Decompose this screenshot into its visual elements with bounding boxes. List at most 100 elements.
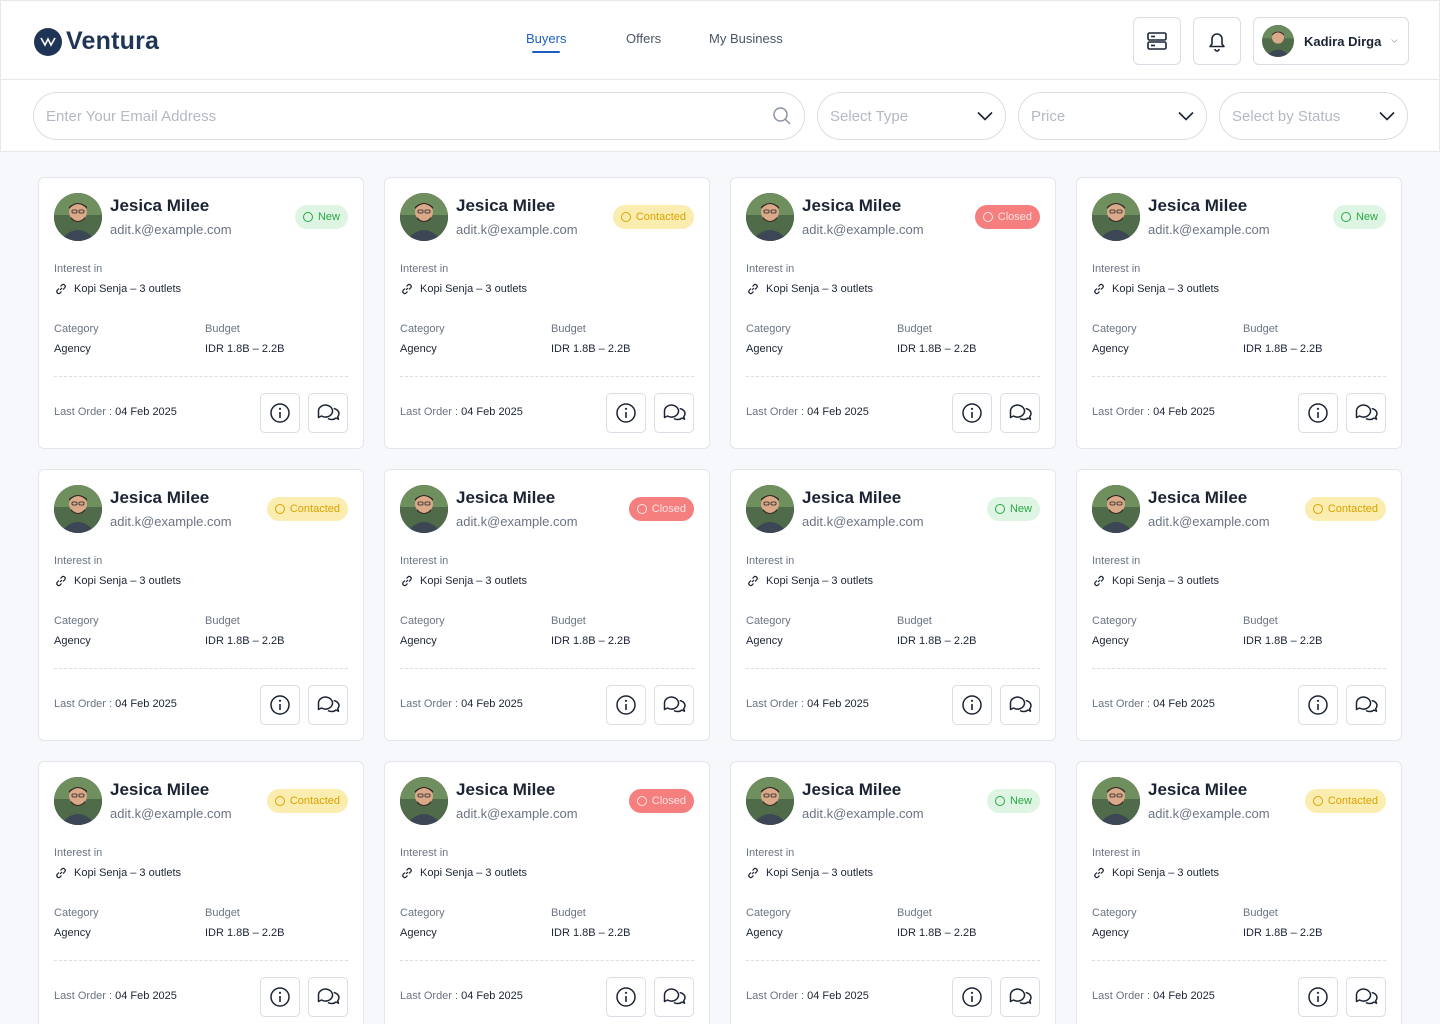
budget-value: IDR 1.8B – 2.2B bbox=[897, 927, 977, 939]
buyer-card[interactable]: Jesica Milee adit.k@example.com Closed I… bbox=[730, 177, 1056, 449]
interest-label: Interest in bbox=[54, 555, 103, 567]
interest-value[interactable]: Kopi Senja – 3 outlets bbox=[1112, 575, 1220, 587]
info-button[interactable] bbox=[952, 393, 992, 433]
interest-value[interactable]: Kopi Senja – 3 outlets bbox=[74, 575, 182, 587]
user-menu[interactable]: Kadira Dirga bbox=[1253, 17, 1409, 65]
interest-label: Interest in bbox=[54, 847, 103, 859]
chat-button[interactable] bbox=[1000, 685, 1040, 725]
link-icon bbox=[56, 575, 66, 587]
email-search-input[interactable] bbox=[46, 107, 772, 125]
info-button[interactable] bbox=[606, 977, 646, 1017]
chat-button[interactable] bbox=[1000, 393, 1040, 433]
interest-value[interactable]: Kopi Senja – 3 outlets bbox=[1112, 867, 1220, 879]
buyer-card[interactable]: Jesica Milee adit.k@example.com Contacte… bbox=[38, 761, 364, 1024]
last-order-label: Last Order : bbox=[1092, 990, 1151, 1002]
buyer-card[interactable]: Jesica Milee adit.k@example.com New Inte… bbox=[730, 761, 1056, 1024]
buyer-card[interactable]: Jesica Milee adit.k@example.com Closed I… bbox=[384, 469, 710, 741]
chat-button[interactable] bbox=[1346, 393, 1386, 433]
buyer-card[interactable]: Jesica Milee adit.k@example.com Contacte… bbox=[1076, 761, 1402, 1024]
last-order-label: Last Order : bbox=[400, 990, 459, 1002]
nav-buyers[interactable]: Buyers bbox=[526, 31, 566, 53]
search-icon[interactable] bbox=[772, 106, 792, 126]
interest-value[interactable]: Kopi Senja – 3 outlets bbox=[420, 867, 528, 879]
card-divider bbox=[746, 668, 1040, 669]
chat-icon bbox=[1355, 404, 1378, 421]
category-label: Category bbox=[1092, 907, 1137, 919]
buyer-card[interactable]: Jesica Milee adit.k@example.com New Inte… bbox=[1076, 177, 1402, 449]
price-select-label: Price bbox=[1031, 107, 1066, 125]
chat-button[interactable] bbox=[1346, 977, 1386, 1017]
chat-button[interactable] bbox=[654, 685, 694, 725]
buyer-name: Jesica Milee bbox=[1148, 780, 1248, 799]
chat-button[interactable] bbox=[1346, 685, 1386, 725]
info-button[interactable] bbox=[1298, 393, 1338, 433]
budget-value: IDR 1.8B – 2.2B bbox=[551, 635, 631, 647]
interest-label: Interest in bbox=[746, 555, 795, 567]
info-button[interactable] bbox=[606, 393, 646, 433]
interest-value[interactable]: Kopi Senja – 3 outlets bbox=[74, 867, 182, 879]
buyer-card[interactable]: Jesica Milee adit.k@example.com Contacte… bbox=[38, 469, 364, 741]
info-button[interactable] bbox=[952, 685, 992, 725]
buyer-card[interactable]: Jesica Milee adit.k@example.com Contacte… bbox=[384, 177, 710, 449]
budget-value: IDR 1.8B – 2.2B bbox=[205, 343, 285, 355]
interest-value[interactable]: Kopi Senja – 3 outlets bbox=[420, 283, 528, 295]
chat-button[interactable] bbox=[654, 393, 694, 433]
category-label: Category bbox=[54, 615, 99, 627]
status-label: New bbox=[1009, 503, 1032, 515]
interest-value[interactable]: Kopi Senja – 3 outlets bbox=[74, 283, 182, 295]
info-button[interactable] bbox=[260, 393, 300, 433]
buyer-avatar bbox=[400, 485, 448, 533]
buyer-card[interactable]: Jesica Milee adit.k@example.com Closed I… bbox=[384, 761, 710, 1024]
interest-value[interactable]: Kopi Senja – 3 outlets bbox=[766, 867, 874, 879]
price-select[interactable]: Price bbox=[1018, 92, 1207, 140]
status-select[interactable]: Select by Status bbox=[1219, 92, 1408, 140]
status-label: Contacted bbox=[1327, 503, 1378, 515]
interest-value[interactable]: Kopi Senja – 3 outlets bbox=[1112, 283, 1220, 295]
buyer-card[interactable]: Jesica Milee adit.k@example.com New Inte… bbox=[730, 469, 1056, 741]
budget-value: IDR 1.8B – 2.2B bbox=[205, 927, 285, 939]
info-button[interactable] bbox=[952, 977, 992, 1017]
last-order-date: 04 Feb 2025 bbox=[807, 698, 869, 710]
chat-button[interactable] bbox=[654, 977, 694, 1017]
type-select[interactable]: Select Type bbox=[817, 92, 1006, 140]
interest-value[interactable]: Kopi Senja – 3 outlets bbox=[766, 283, 874, 295]
category-label: Category bbox=[1092, 615, 1137, 627]
last-order-label: Last Order : bbox=[746, 698, 805, 710]
buyer-card[interactable]: Jesica Milee adit.k@example.com Contacte… bbox=[1076, 469, 1402, 741]
link-icon bbox=[402, 867, 412, 879]
server-button[interactable] bbox=[1133, 17, 1181, 65]
chat-button[interactable] bbox=[308, 977, 348, 1017]
info-button[interactable] bbox=[1298, 685, 1338, 725]
last-order: Last Order : 04 Feb 2025 bbox=[746, 990, 869, 1002]
category-value: Agency bbox=[54, 343, 91, 355]
notifications-button[interactable] bbox=[1193, 17, 1241, 65]
info-button[interactable] bbox=[260, 977, 300, 1017]
buyer-card[interactable]: Jesica Milee adit.k@example.com New Inte… bbox=[38, 177, 364, 449]
chevron-down-icon bbox=[977, 111, 993, 121]
info-button[interactable] bbox=[260, 685, 300, 725]
info-button[interactable] bbox=[606, 685, 646, 725]
card-divider bbox=[400, 960, 694, 961]
info-button[interactable] bbox=[1298, 977, 1338, 1017]
nav-my-business[interactable]: My Business bbox=[709, 31, 783, 46]
bell-icon bbox=[1209, 33, 1225, 52]
nav-offers[interactable]: Offers bbox=[626, 31, 661, 46]
email-search-field[interactable] bbox=[33, 92, 805, 140]
status-badge: Contacted bbox=[1304, 497, 1386, 521]
budget-label: Budget bbox=[551, 323, 586, 335]
brand-logo[interactable]: Ventura bbox=[34, 27, 159, 56]
chat-button[interactable] bbox=[1000, 977, 1040, 1017]
chat-button[interactable] bbox=[308, 685, 348, 725]
info-icon bbox=[270, 987, 290, 1007]
status-badge: New bbox=[986, 497, 1040, 521]
interest-value[interactable]: Kopi Senja – 3 outlets bbox=[766, 575, 874, 587]
buyer-name: Jesica Milee bbox=[456, 780, 556, 799]
buyer-name: Jesica Milee bbox=[110, 488, 210, 507]
budget-label: Budget bbox=[1243, 323, 1278, 335]
chat-button[interactable] bbox=[308, 393, 348, 433]
interest-value[interactable]: Kopi Senja – 3 outlets bbox=[420, 575, 528, 587]
buyer-avatar bbox=[746, 777, 794, 825]
card-divider bbox=[746, 960, 1040, 961]
info-icon bbox=[1308, 695, 1328, 715]
status-label: Contacted bbox=[635, 211, 686, 223]
